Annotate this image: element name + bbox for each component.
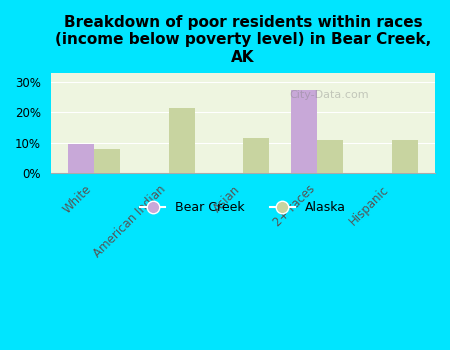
Bar [392, 140, 418, 173]
Title: Breakdown of poor residents within races
(income below poverty level) in Bear Cr: Breakdown of poor residents within races… [55, 15, 431, 65]
Bar [94, 149, 120, 173]
Bar [317, 140, 343, 173]
Bar [291, 90, 317, 173]
Legend: Bear Creek, Alaska: Bear Creek, Alaska [135, 196, 351, 219]
Bar [68, 144, 94, 173]
Text: City-Data.com: City-Data.com [289, 90, 369, 100]
Bar [243, 138, 269, 173]
Bar [169, 108, 194, 173]
